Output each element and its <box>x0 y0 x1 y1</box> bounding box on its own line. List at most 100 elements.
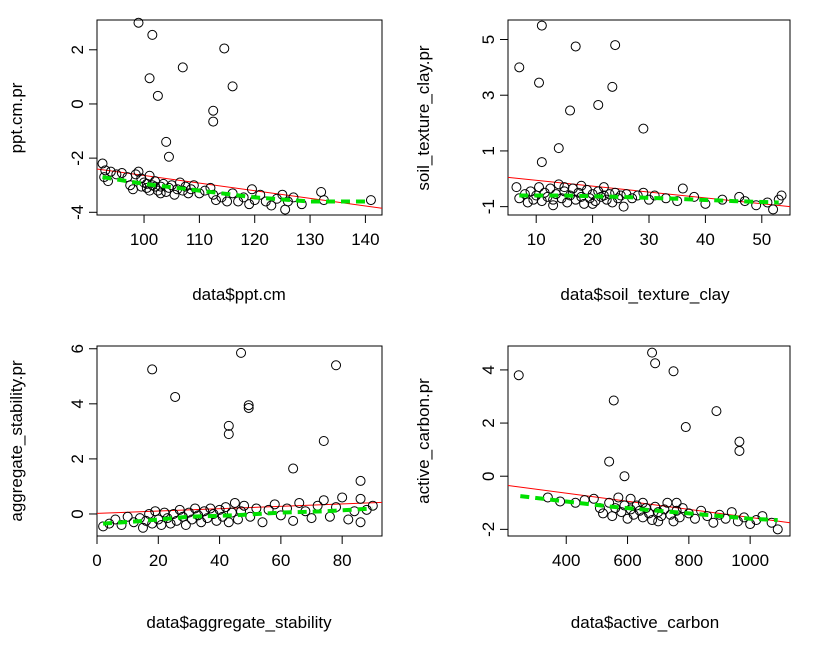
panel-3-data-point <box>223 429 234 440</box>
panel-1-x-tick-label: 110 <box>186 230 213 249</box>
panel-2-data-point <box>553 179 564 190</box>
panel-2-data-point <box>768 204 779 215</box>
panel-1-y-axis-label: ppt.cm.pr <box>7 82 26 153</box>
panel-3-data-point <box>229 497 240 508</box>
panel-1-x-tick-label: 130 <box>296 230 324 249</box>
panel-4-data-point <box>647 347 658 358</box>
panel-1-data-point <box>208 116 219 127</box>
panel-4-data-point <box>608 395 619 406</box>
panel-2-x-tick-label: 10 <box>527 230 546 249</box>
panel-1-data-point <box>163 151 174 162</box>
panel-3-y-tick-label: 4 <box>68 399 87 408</box>
panel-1-data-point <box>152 90 163 101</box>
panel-3-data-point <box>355 475 366 486</box>
panel-3-data-point <box>318 495 329 506</box>
panel-3-data-point <box>239 500 250 511</box>
panel-4-data-point <box>734 436 745 447</box>
panel-4-data-point <box>677 503 688 514</box>
panel-2-data-point <box>565 105 576 116</box>
panel-2-data-point <box>570 194 581 205</box>
panel-4-data-point <box>616 507 627 518</box>
panel-4-data-point <box>668 366 679 377</box>
panel-1-data-point <box>100 165 111 176</box>
panel-4-y-tick-label: 0 <box>479 471 498 480</box>
panel-3-data-point <box>275 510 286 521</box>
panel-1-y-tick-label: 0 <box>68 99 87 108</box>
panel-3-x-tick-label: 20 <box>149 551 168 570</box>
panel-3-data-point <box>251 503 262 514</box>
panel-2-x-tick-label: 20 <box>583 230 602 249</box>
panel-4-data-point <box>588 493 599 504</box>
panel-1-smooth-line <box>102 175 371 204</box>
panel-4-regression-line <box>507 485 791 524</box>
panel-1-data-point <box>141 182 152 193</box>
panel-2-y-axis-label: soil_texture_clay.pr <box>414 45 433 191</box>
panel-4-y-tick-label: 4 <box>479 365 498 374</box>
panel-2-y-tick-label: -1 <box>479 199 498 214</box>
panel-3-data-point <box>214 504 225 515</box>
panel-3-data-point <box>147 364 158 375</box>
panel-1-data-point <box>210 195 221 206</box>
panel-3-data-point <box>257 517 268 528</box>
panel-2-data-point <box>576 180 587 191</box>
panel-3-data-point <box>245 511 256 522</box>
panel-1-data-point <box>111 169 122 180</box>
panel-2-smooth-line <box>519 193 779 205</box>
panel-3-data-point <box>294 497 305 508</box>
panel-4-y-axis-label: active_carbon.pr <box>414 378 433 504</box>
panel-3-x-tick-label: 40 <box>210 551 229 570</box>
panel-4-data-point <box>647 515 658 526</box>
panel-4-data-point <box>637 497 648 508</box>
panel-3-x-tick-label: 60 <box>271 551 290 570</box>
panel-3-data-point <box>199 506 210 517</box>
panel-1-data-point <box>219 43 230 54</box>
panel-1-y-tick-label: -4 <box>68 205 87 220</box>
panel-3-data-point <box>243 402 254 413</box>
panel-2-data-point <box>548 200 559 211</box>
panel-1-data-point <box>155 188 166 199</box>
panel-3-data-point <box>220 502 231 513</box>
panel-4-data-point <box>734 445 745 456</box>
panel-2-data-point <box>593 99 604 110</box>
panel-2-data-point <box>677 183 688 194</box>
panel-1-data-point <box>97 158 108 169</box>
panel-4-x-tick-label: 600 <box>613 551 641 570</box>
panel-4-data-point <box>674 512 685 523</box>
panel-3-data-point <box>137 522 148 533</box>
panel-2-data-point <box>536 157 547 168</box>
panel-3-x-tick-label: 0 <box>92 551 101 570</box>
panel-1-data-point <box>208 105 219 116</box>
panel-2-data-point <box>689 191 700 202</box>
panel-1-data-point <box>169 189 180 200</box>
panel-1-data-point <box>222 196 233 207</box>
panel-2-data-point <box>672 196 683 207</box>
panel-2-data-point <box>638 123 649 134</box>
panel-3-data-point <box>306 513 317 524</box>
panel-1-data-point <box>136 181 147 192</box>
panel-3-data-point <box>324 511 335 522</box>
panel-2-data-point <box>607 81 618 92</box>
panel-2-y-tick-label: 3 <box>479 90 498 99</box>
panel-3-x-axis-label: data$aggregate_stability <box>146 613 332 632</box>
panel-1-data-point <box>144 73 155 84</box>
panel-2-data-point <box>610 40 621 51</box>
panel-4-data-point <box>650 358 661 369</box>
panel-1-data-point <box>255 189 266 200</box>
panel-2-data-point <box>559 182 570 193</box>
panel-2-x-axis-label: data$soil_texture_clay <box>560 285 730 304</box>
panel-4-data-point <box>513 370 524 381</box>
panel-4-x-tick-label: 400 <box>552 551 580 570</box>
panel-4-data-point <box>680 422 691 433</box>
panel-4-data-point <box>631 500 642 511</box>
panel-2-data-point <box>511 182 522 193</box>
panel-3-data-point <box>343 514 354 525</box>
panel-3-data-point <box>312 500 323 511</box>
panel-3-data-point <box>180 519 191 530</box>
panel-4-plot-frame <box>507 345 791 537</box>
panel-2-data-point <box>587 198 598 209</box>
panel-3-data-point <box>355 517 366 528</box>
panel-3-data-point <box>288 515 299 526</box>
panel-2-data-point <box>751 200 762 211</box>
panel-1-plot-frame <box>96 19 383 216</box>
panel-3-data-point <box>159 507 170 518</box>
